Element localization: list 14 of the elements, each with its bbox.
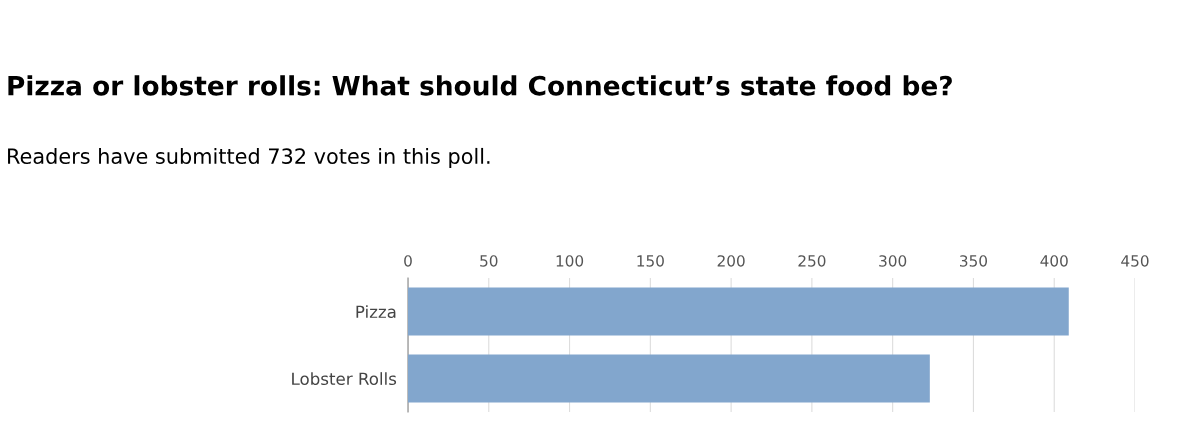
x-tick-label: 100 (556, 255, 584, 267)
x-tick-label: 300 (879, 255, 907, 267)
y-tick-label: Pizza (356, 305, 396, 319)
chart-title: Pizza or lobster rolls: What should Connecticut’s state food be? (8, 75, 952, 96)
x-tick-label: 50 (480, 255, 498, 267)
y-tick-label: Lobster Rolls (292, 372, 397, 386)
x-tick-label: 200 (717, 255, 745, 267)
x-tick-label: 250 (798, 255, 826, 267)
x-tick-label: 0 (404, 255, 412, 267)
chart-subtitle: Readers have submitted 732 votes in this poll. (8, 147, 490, 169)
x-tick-label: 450 (1121, 255, 1149, 267)
x-tick-label: 400 (1040, 255, 1068, 267)
x-tick-label: 350 (960, 255, 988, 267)
x-tick-label: 150 (637, 255, 664, 267)
